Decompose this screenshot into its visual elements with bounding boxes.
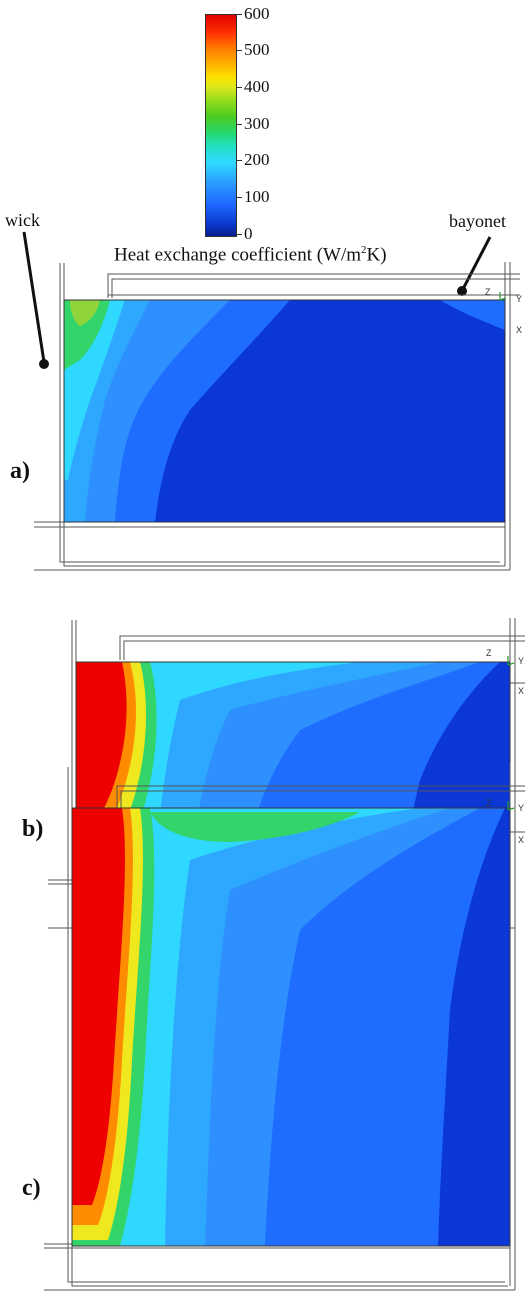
colorbar-tick	[236, 197, 242, 198]
panel-a-frame	[63, 299, 506, 523]
colorbar-tick	[236, 50, 242, 51]
colorbar-title-sup: 2	[361, 244, 367, 256]
colorbar-title-prefix: Heat exchange coefficient (W/m	[114, 244, 362, 266]
triad-b-y: Y	[518, 656, 525, 666]
panel-c-frame	[71, 807, 511, 1247]
panel-c-green-streak	[150, 812, 360, 842]
colorbar	[205, 14, 237, 237]
colorbar-title-suffix: K)	[366, 244, 387, 266]
colorbar-tick-label: 200	[244, 150, 270, 169]
panel-a-bayonet-tip	[440, 300, 505, 330]
panel-b-red	[76, 662, 127, 835]
wick-leader-line	[22, 231, 46, 363]
triad-a-z: Z	[485, 287, 491, 297]
triad-b-x: X	[518, 686, 525, 696]
bayonet-label: bayonet	[449, 211, 506, 231]
panel-a	[34, 262, 520, 571]
bayonet-leader-line	[461, 236, 492, 290]
colorbar-tick	[236, 160, 242, 161]
colorbar-tick-label: 0	[244, 224, 253, 243]
triad-b-z: Z	[486, 648, 492, 658]
wick-label: wick	[5, 210, 40, 230]
colorbar-tick-label: 600	[244, 4, 270, 23]
triad-a-x: X	[516, 325, 523, 335]
triad-c-x: X	[518, 835, 525, 845]
colorbar-tick	[236, 14, 242, 15]
colorbar-tick	[236, 234, 242, 235]
colorbar-tick	[236, 87, 242, 88]
triad-c-z: Z	[486, 798, 492, 808]
colorbar-tick-label: 400	[244, 77, 270, 96]
triad-c	[507, 801, 515, 811]
colorbar-tick	[236, 124, 242, 125]
bayonet-leader-dot	[457, 286, 467, 296]
panel-label-b: b)	[22, 816, 44, 842]
panel-c-red	[72, 808, 125, 1205]
panel-c-cyan	[72, 808, 420, 1246]
colorbar-tick-label: 300	[244, 114, 270, 133]
triad-c-y: Y	[518, 803, 525, 813]
panel-label-c: c)	[22, 1175, 41, 1201]
panel-c	[44, 762, 525, 1291]
wick-leader-dot	[39, 359, 49, 369]
triad-a-y: Y	[516, 294, 523, 304]
colorbar-title: Heat exchange coefficient (W/m2K)	[114, 244, 387, 266]
triad-a	[499, 292, 507, 301]
colorbar-tick-label: 100	[244, 187, 270, 206]
colorbar-tick-label: 500	[244, 40, 270, 59]
panel-a-yellow-green	[70, 300, 100, 326]
triad-b	[507, 656, 515, 666]
panel-label-a: a)	[10, 458, 30, 484]
